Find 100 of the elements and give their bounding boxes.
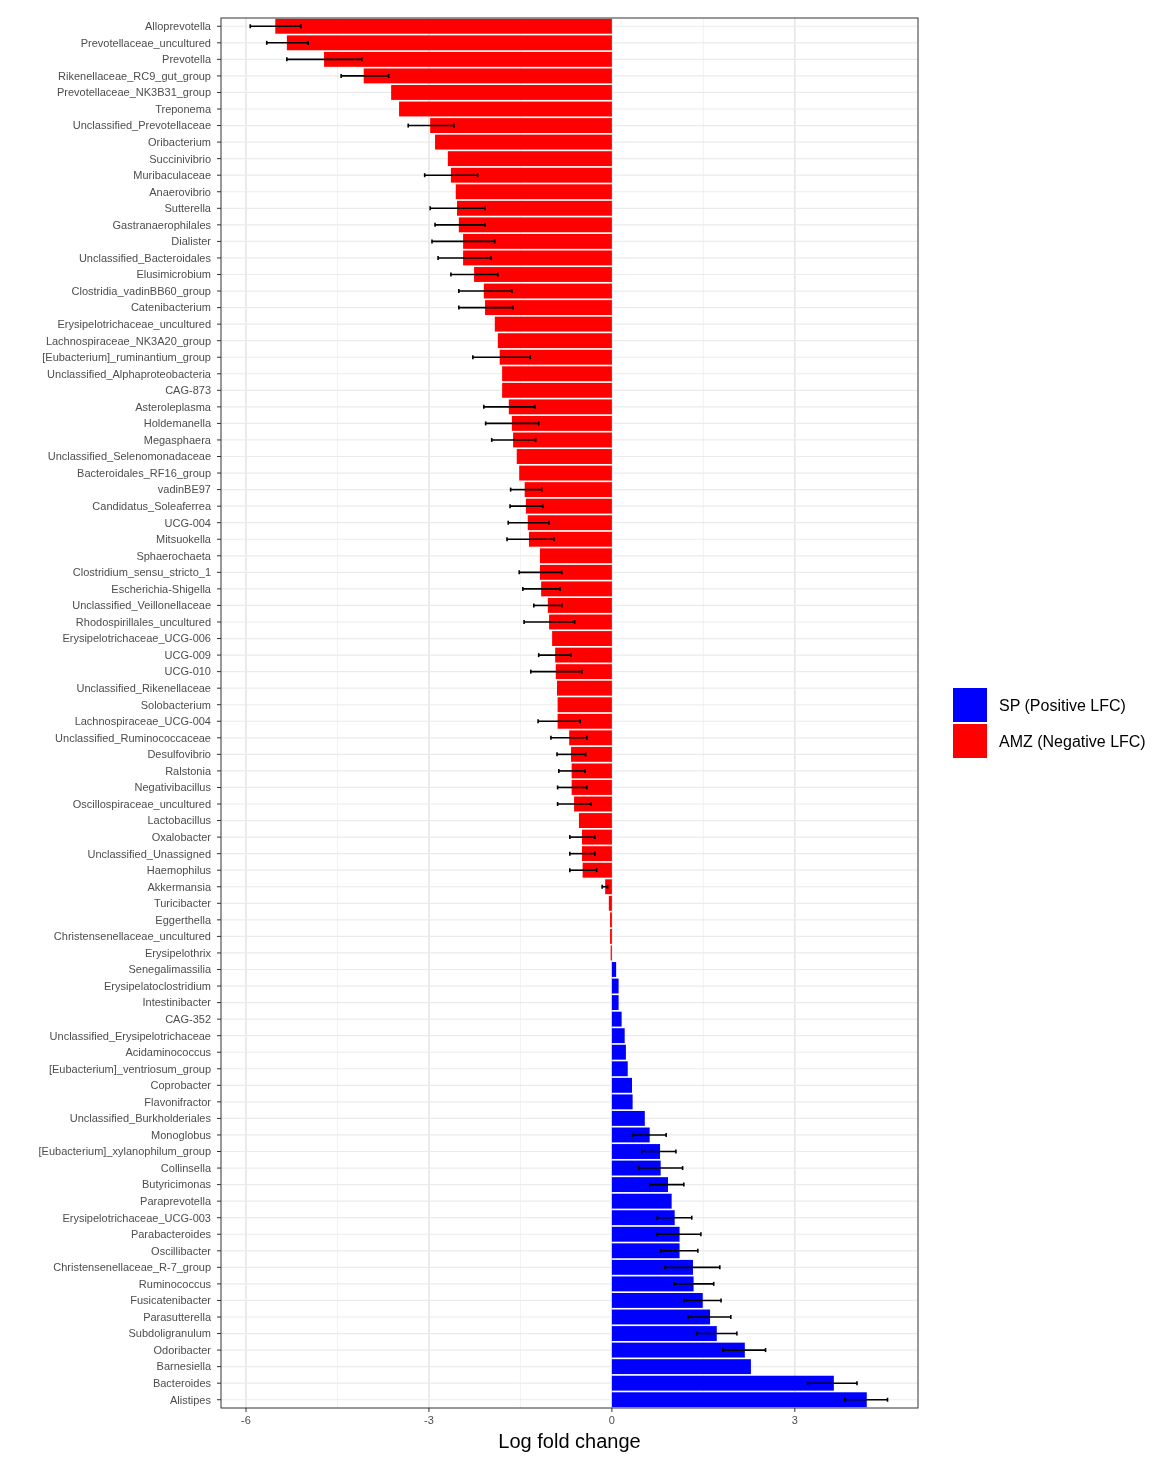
y-tick-label: Odoribacter [153, 1343, 212, 1356]
y-tick-label: Eggerthella [155, 913, 212, 926]
y-tick-label: Prevotella [162, 53, 212, 66]
y-tick-label: Turicibacter [153, 897, 212, 910]
y-tick-label: UCG-004 [164, 516, 211, 529]
bar [474, 267, 612, 282]
y-tick-label: Subdoligranulum [128, 1327, 211, 1340]
y-tick-label: Akkermansia [147, 880, 212, 893]
y-tick-label: Catenibacterium [130, 301, 211, 314]
y-tick-label: Christensenellaceae_R-7_group [53, 1261, 211, 1274]
y-tick-label: Unclassified_Unassigned [87, 847, 211, 860]
y-tick-label: Collinsella [160, 1161, 212, 1174]
bar [611, 995, 619, 1011]
y-tick-label: Paraprevotella [140, 1195, 212, 1207]
y-tick-label: Bacteroides [152, 1377, 212, 1390]
y-tick-label: Asteroleplasma [135, 400, 212, 413]
y-tick-label: Unclassified_Bacteroidales [78, 251, 212, 264]
y-tick-label: Unclassified_Erysipelotrichaceae [49, 1029, 211, 1042]
bar [578, 813, 612, 829]
y-tick-label: Prevotellaceae_NK3B31_group [56, 86, 211, 99]
bar [611, 1309, 711, 1325]
bar [611, 1326, 717, 1341]
y-tick-label: Unclassified_Prevotellaceae [72, 119, 211, 132]
y-tick-label: Lachnospiraceae_NK3A20_group [45, 334, 211, 347]
y-tick-label: Oscillibacter [151, 1244, 212, 1257]
y-tick-label: Haemophilus [146, 864, 212, 877]
y-tick-label: Treponema [155, 102, 212, 115]
y-tick-label: Succinivibrio [149, 152, 211, 165]
bar [430, 118, 612, 134]
y-tick-label: [Eubacterium]_xylanophilum_group [38, 1145, 211, 1158]
bar [549, 614, 612, 630]
y-tick-label: Clostridium_sensu_stricto_1 [72, 566, 211, 579]
bar [547, 597, 612, 613]
y-tick-label: Monoglobus [151, 1128, 212, 1141]
x-axis-title: Log fold change [498, 1430, 641, 1452]
y-tick-label: Erysipelotrichaceae_UCG-003 [62, 1211, 211, 1224]
y-tick-label: Megasphaera [143, 433, 212, 446]
y-tick-label: Rikenellaceae_RC9_gut_group [58, 69, 211, 82]
bar [611, 978, 619, 994]
bar [391, 85, 612, 100]
y-tick-label: Erysipelothrix [144, 946, 212, 959]
bar [611, 1292, 703, 1308]
y-tick-label: Unclassified_Rikenellaceae [76, 682, 211, 695]
y-tick-label: Elusimicrobium [136, 268, 211, 281]
bar [516, 449, 612, 464]
y-tick-label: Solobacterium [140, 698, 211, 711]
x-tick-label: 0 [608, 1414, 615, 1426]
y-tick-label: Senegalimassilia [128, 963, 212, 976]
y-tick-label: Muribaculaceae [133, 169, 211, 182]
y-tick-label: Intestinibacter [142, 996, 212, 1009]
y-tick-label: Parabacteroides [130, 1228, 212, 1241]
y-tick-label: Desulfovibrio [147, 748, 211, 761]
y-tick-label: Oscillospiraceae_uncultured [72, 797, 211, 810]
y-tick-label: Gastranaerophilales [112, 218, 212, 231]
bar [611, 962, 617, 977]
bar [611, 1144, 661, 1159]
y-tick-label: Erysipelatoclostridium [104, 979, 211, 992]
y-tick-label: CAG-873 [165, 384, 211, 397]
y-tick-label: Sphaerochaeta [136, 549, 212, 562]
y-tick-label: Alloprevotella [144, 20, 212, 33]
y-tick-label: Flavonifractor [144, 1095, 212, 1108]
y-tick-label: Acidaminococcus [125, 1046, 212, 1059]
bar [571, 780, 612, 795]
y-tick-label: UCG-010 [164, 665, 211, 678]
y-tick-label: Candidatus_Soleaferrea [92, 500, 212, 512]
y-tick-label: Erysipelotrichaceae_uncultured [57, 317, 211, 330]
legend-label: SP (Positive LFC) [999, 696, 1126, 714]
y-tick-label: Unclassified_Alphaproteobacteria [47, 367, 212, 380]
y-tick-label: Rhodospirillales_uncultured [75, 615, 211, 628]
y-tick-label: vadinBE97 [157, 483, 211, 496]
y-tick-label: Clostridia_vadinBB60_group [71, 284, 211, 297]
y-tick-label: Anaerovibrio [149, 185, 211, 198]
y-tick-label: CAG-352 [165, 1012, 211, 1025]
y-tick-label: Lactobacillus [147, 814, 212, 827]
legend-label: AMZ (Negative LFC) [999, 732, 1146, 750]
y-tick-label: Parasutterella [143, 1310, 212, 1323]
y-tick-label: Dialister [171, 235, 212, 248]
y-tick-label: Erysipelotrichaceae_UCG-006 [62, 632, 211, 645]
bar [485, 300, 612, 316]
bar [399, 101, 612, 117]
bar [611, 1110, 645, 1126]
y-tick-label: Escherichia-Shigella [111, 582, 212, 595]
bar [574, 796, 612, 812]
y-tick-label: Unclassified_Ruminococcaceae [55, 731, 211, 744]
y-tick-label: [Eubacterium]_ventriosum_group [48, 1062, 211, 1075]
y-tick-label: Prevotellaceae_uncultured [80, 36, 211, 49]
y-tick-label: UCG-009 [164, 648, 211, 661]
y-tick-label: Coprobacter [150, 1079, 212, 1092]
x-tick-label: -6 [241, 1414, 251, 1426]
bar [552, 631, 612, 646]
y-tick-label: [Eubacterium]_ruminantium_group [42, 351, 211, 364]
y-tick-label: Fusicatenibacter [130, 1294, 212, 1307]
x-tick-label: -3 [424, 1414, 434, 1426]
y-tick-label: Unclassified_Veillonellaceae [72, 599, 211, 612]
y-tick-label: Oxalobacter [151, 830, 212, 843]
y-tick-label: Sutterella [164, 202, 212, 215]
y-tick-label: Barnesiella [156, 1360, 212, 1373]
bar [483, 283, 612, 299]
x-tick-label: 3 [791, 1414, 798, 1426]
y-tick-label: Bacteroidales_RF16_group [77, 466, 211, 479]
